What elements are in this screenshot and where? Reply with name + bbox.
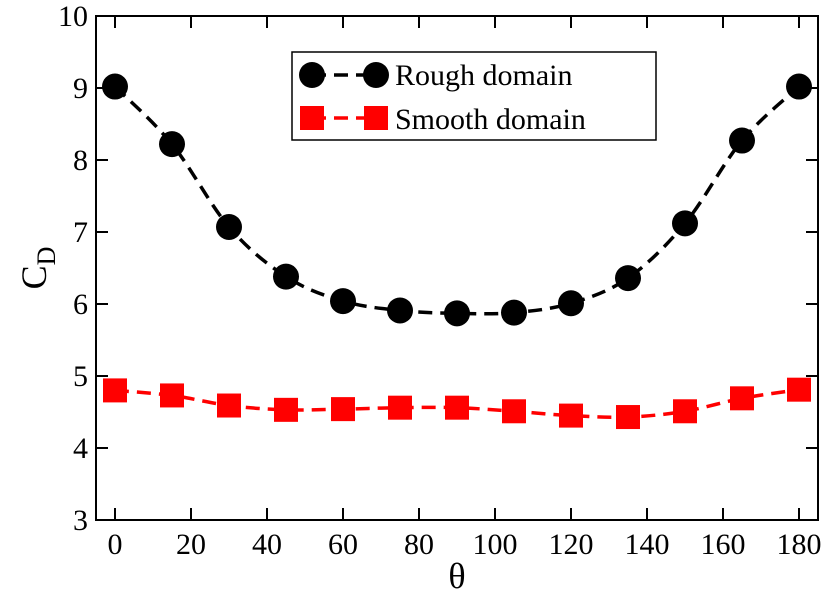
series-0-point-8 [558, 290, 584, 317]
series-0-point-4 [330, 288, 356, 315]
series-0-point-9 [615, 265, 641, 292]
legend-rough-label: Rough domain [395, 59, 573, 92]
series-0-point-5 [387, 297, 413, 324]
series-1-point-2 [217, 393, 241, 418]
y-tick-label: 10 [58, 0, 88, 33]
y-tick-label: 8 [73, 144, 88, 177]
series-0-point-7 [501, 299, 527, 326]
series-1-point-1 [160, 383, 184, 408]
y-tick-label: 5 [73, 360, 88, 393]
series-0-point-2 [216, 213, 242, 240]
x-axis-title: θ [448, 556, 465, 592]
x-tick-label: 80 [404, 528, 434, 561]
y-axis-title-main: C [14, 265, 54, 289]
series-1-point-6 [445, 395, 469, 420]
series-0-point-0 [102, 73, 128, 100]
series-1-point-0 [103, 378, 127, 403]
x-tick-label: 120 [549, 528, 594, 561]
legend-smooth-marker-left [300, 106, 324, 130]
x-tick-label: 160 [701, 528, 746, 561]
x-tick-label: 60 [328, 528, 358, 561]
series-1-point-11 [730, 386, 754, 411]
series-0-point-1 [159, 131, 185, 158]
y-tick-label: 6 [73, 288, 88, 321]
legend-rough-marker-left [299, 62, 325, 88]
series-1-point-12 [787, 377, 811, 402]
x-tick-label: 40 [252, 528, 282, 561]
x-tick-label: 140 [625, 528, 670, 561]
x-tick-label: 20 [176, 528, 206, 561]
plot-frame [95, 15, 819, 521]
legend-box [291, 51, 657, 141]
y-tick-label: 4 [73, 432, 88, 465]
y-tick-label: 7 [73, 216, 88, 249]
series-0-point-12 [786, 73, 812, 100]
series-1-point-7 [502, 399, 526, 424]
y-axis-title: CD [14, 247, 61, 290]
legend-smooth-marker-right [364, 106, 388, 130]
axis-ticks: 0 20 40 60 80 100 120 140 160 180 3 4 5 6 7 8 9 10 [58, 0, 822, 561]
series-1-point-10 [673, 399, 697, 424]
x-tick-label: 0 [108, 528, 123, 561]
series-0-point-10 [672, 210, 698, 237]
legend-rough-marker-right [363, 62, 389, 88]
series-0-point-11 [729, 127, 755, 154]
series-1-point-3 [274, 397, 298, 422]
legend: Rough domain Smooth domain [291, 51, 657, 141]
series-1-point-8 [559, 403, 583, 428]
y-tick-label: 3 [73, 504, 88, 537]
y-axis-title-subscript: D [32, 247, 61, 266]
series-line-0 [113, 85, 801, 316]
x-tick-label: 100 [473, 528, 518, 561]
series-1-point-9 [616, 405, 640, 430]
y-tick-label: 9 [73, 72, 88, 105]
series-0-point-3 [273, 263, 299, 290]
series-1-point-4 [331, 397, 355, 422]
series-layer [102, 73, 812, 430]
legend-smooth-label: Smooth domain [395, 103, 586, 136]
x-tick-label: 180 [777, 528, 822, 561]
series-0-point-6 [444, 300, 470, 327]
series-1-point-5 [388, 395, 412, 420]
